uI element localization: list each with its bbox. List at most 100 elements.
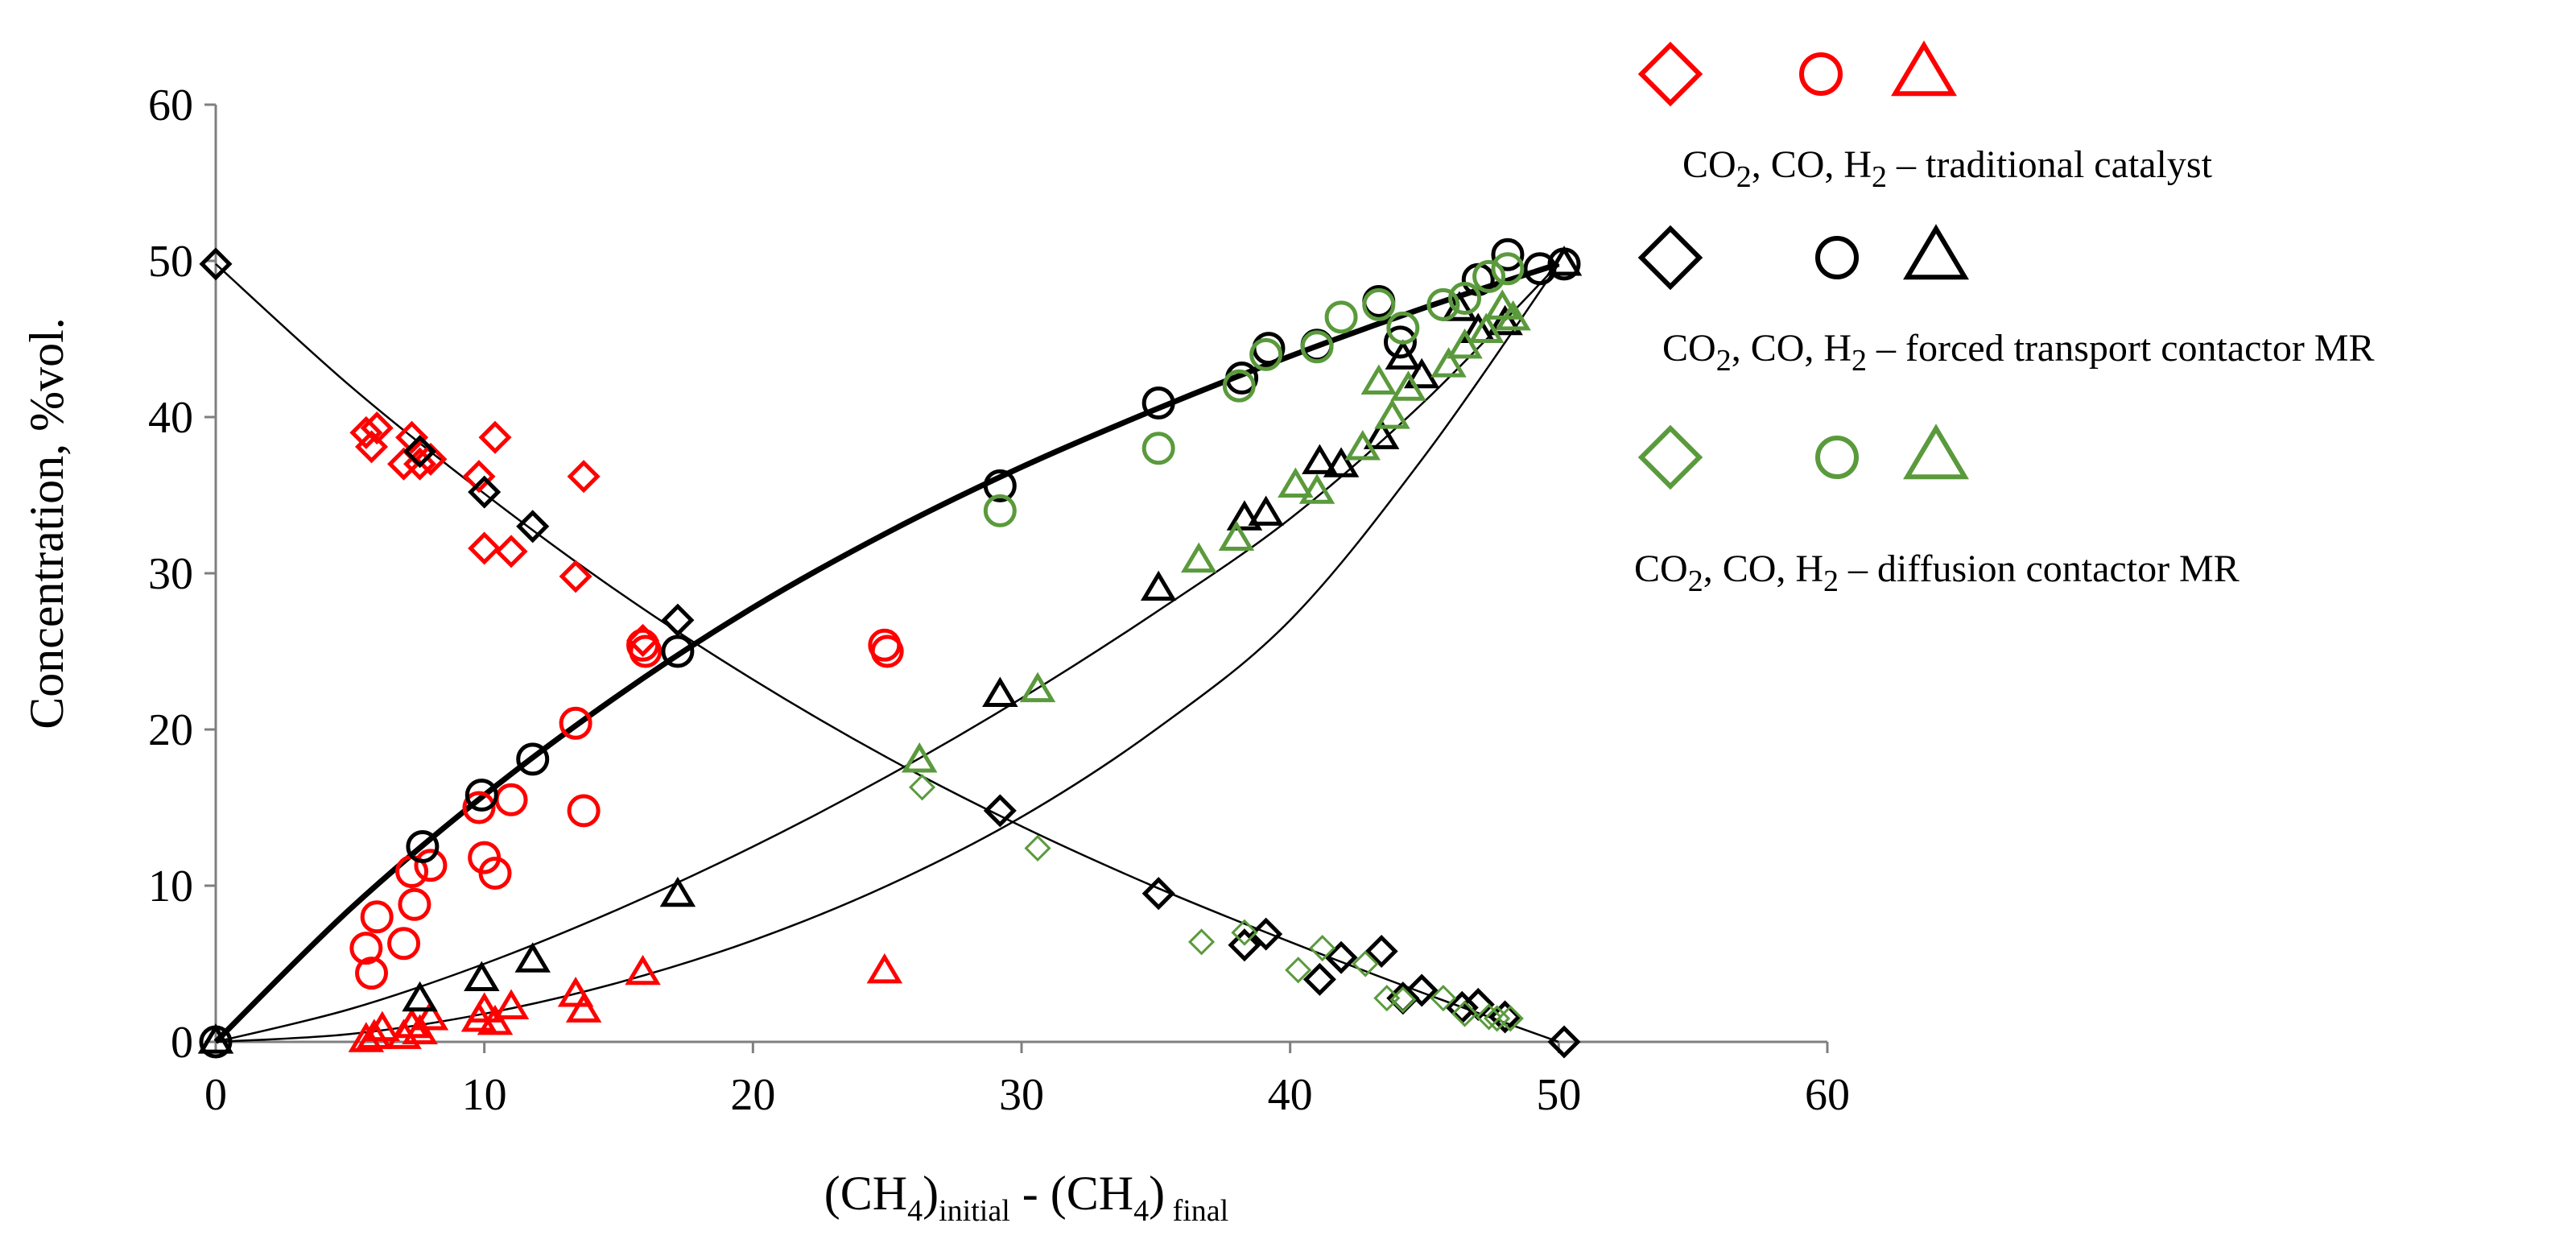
data-point (1222, 369, 1256, 403)
data-point (1141, 432, 1175, 465)
data-point (1302, 444, 1338, 474)
data-point (360, 900, 394, 934)
data-point (398, 887, 431, 921)
y-tick-label: 10 (148, 862, 193, 911)
legend-triangle-marker (1903, 424, 1969, 480)
data-point (1309, 935, 1336, 962)
y-tick-label: 30 (148, 549, 193, 599)
data-point (629, 634, 663, 668)
data-point (493, 989, 530, 1019)
data-point (870, 634, 904, 668)
data-point (1495, 300, 1531, 331)
data-point (1363, 419, 1400, 449)
data-point (983, 794, 1017, 828)
data-point (1024, 834, 1051, 862)
data-point (983, 469, 1017, 502)
x-tick-label: 10 (462, 1070, 507, 1120)
data-point (1249, 917, 1283, 951)
legend-entry-traditional: CO2, CO, H2 – traditional catalyst (1637, 40, 2213, 194)
data-point (1324, 300, 1358, 334)
data-point (1298, 473, 1335, 504)
data-point (494, 783, 528, 816)
series-co-forced-transport-contactor-mr (199, 238, 1581, 1059)
data-point (1491, 238, 1525, 271)
data-point (464, 778, 498, 812)
data-point (1426, 287, 1460, 321)
data-point (1374, 399, 1410, 429)
data-point (414, 849, 448, 882)
data-point (414, 442, 448, 476)
data-point (982, 676, 1018, 707)
data-point (565, 992, 602, 1023)
data-point (661, 634, 695, 668)
y-tick-label: 50 (148, 237, 193, 287)
y-tick-label: 60 (148, 81, 193, 130)
data-point (516, 742, 550, 776)
data-point (355, 957, 389, 990)
data-point (661, 603, 695, 637)
data-point (567, 460, 601, 494)
data-point (983, 494, 1017, 527)
legend-markers-traditional (1637, 40, 1957, 107)
data-point (1218, 520, 1255, 551)
series-h2-diffusion-contactor-mr (901, 289, 1531, 773)
data-point (468, 531, 502, 565)
x-tick-label: 50 (1536, 1070, 1581, 1120)
data-point (1448, 282, 1482, 316)
data-point (1323, 447, 1360, 477)
data-point (1430, 347, 1467, 378)
data-point (1472, 259, 1506, 293)
legend: CO2, CO, H2 – traditional catalyst CO2, … (1634, 40, 2375, 598)
legend-label-diffusion: CO2, CO, H2 – diffusion contactor MR (1634, 548, 2240, 598)
data-point (464, 961, 500, 992)
data-point (1300, 330, 1334, 364)
legend-circle-marker (1815, 236, 1859, 279)
x-tick-label: 40 (1268, 1070, 1313, 1120)
data-point (403, 447, 437, 481)
data-points (197, 238, 1583, 1059)
data-point (1324, 940, 1358, 974)
data-point (395, 420, 429, 454)
legend-markers-forced-transport (1637, 224, 1969, 291)
legend-markers-diffusion (1637, 424, 1969, 490)
data-point (1430, 985, 1457, 1012)
fit-curves (213, 261, 1560, 1044)
data-point (1390, 370, 1426, 401)
data-point (478, 420, 512, 454)
data-point (559, 706, 592, 740)
legend-triangle-marker (1903, 224, 1969, 280)
legend-label-forced-transport: CO2, CO, H2 – forced transport contactor… (1662, 327, 2375, 378)
data-point (1405, 973, 1439, 1007)
data-point (1487, 304, 1523, 336)
data-point (1226, 500, 1263, 531)
data-point (1476, 1003, 1503, 1031)
series-co2-traditional-catalyst (349, 411, 660, 657)
fit-curve-h2-fit-traditional (215, 263, 1560, 1043)
data-point (1141, 386, 1175, 420)
data-point (1386, 311, 1420, 345)
data-point (1496, 1005, 1524, 1032)
data-point (908, 774, 936, 801)
data-point (1141, 877, 1175, 911)
legend-triangle-marker (1891, 40, 1957, 97)
fit-curve-co-fit-thick- (213, 261, 1560, 1044)
data-point (659, 876, 696, 907)
data-point (478, 856, 512, 890)
legend-label-traditional: CO2, CO, H2 – traditional catalyst (1682, 143, 2213, 194)
data-point (1403, 357, 1440, 389)
data-point (1285, 957, 1312, 984)
data-point (1364, 934, 1398, 969)
data-point (462, 460, 496, 494)
data-point (1228, 928, 1261, 962)
series-co2-forced-transport-contactor-mr (199, 247, 1581, 1059)
data-point (1383, 325, 1417, 359)
data-point (1180, 542, 1217, 573)
y-axis-title: Concentration, %vol. (20, 317, 73, 729)
legend-circle-marker (1815, 436, 1859, 479)
y-tick-label: 40 (148, 393, 193, 443)
data-point (349, 932, 383, 965)
data-point (1484, 289, 1521, 320)
data-point (356, 1019, 393, 1049)
data-point (901, 742, 938, 773)
